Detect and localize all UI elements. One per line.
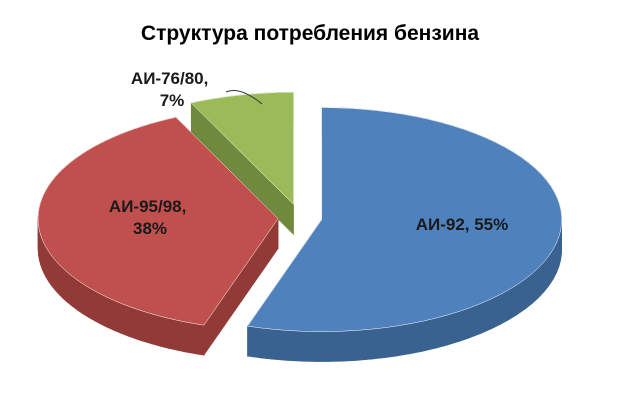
slice-side (58, 263, 64, 300)
slice-side (176, 319, 187, 353)
slice-side (106, 296, 115, 331)
slice-side (531, 267, 539, 305)
data-label: АИ-92, 55% (416, 215, 509, 234)
slice-side (51, 255, 56, 292)
slice-side (48, 250, 53, 288)
slice-top (247, 107, 562, 332)
slice (37, 116, 279, 357)
slice-side (128, 305, 137, 340)
slice-side (151, 313, 161, 347)
slice-side (88, 286, 95, 322)
slice (190, 92, 294, 236)
data-label: АИ-95/98, 38% (109, 197, 191, 238)
slice-side (247, 325, 262, 359)
slice-side (315, 331, 330, 362)
slice-side (422, 317, 436, 352)
slice-side (67, 271, 73, 307)
slice-top (190, 92, 294, 205)
slice-side (342, 330, 358, 362)
slice-side (62, 267, 68, 304)
leader-line (225, 90, 263, 105)
slice-side (434, 314, 448, 349)
slice-side (113, 299, 122, 334)
slice-side (517, 278, 526, 316)
slice-side (508, 283, 518, 321)
slice-side (273, 329, 289, 361)
slice-side (71, 275, 78, 311)
slice-side (43, 243, 47, 278)
slice-side (185, 321, 196, 355)
slice-side (94, 290, 102, 325)
slice-side (396, 323, 411, 357)
slice (247, 107, 562, 362)
slice-top (37, 117, 279, 326)
slice-side (458, 307, 471, 342)
slice-side (356, 328, 371, 361)
slice-side (469, 303, 481, 339)
slice-side (480, 298, 491, 335)
slice-side (82, 283, 89, 318)
slice-side (370, 327, 385, 360)
slice-side (77, 279, 84, 315)
slice-side (194, 323, 205, 356)
slice-side (287, 330, 302, 362)
slice-side (446, 311, 459, 346)
slice-side (54, 259, 60, 296)
slice-side (45, 246, 50, 283)
slice-side (159, 315, 169, 349)
slice-side (135, 308, 145, 342)
slice-side (499, 289, 510, 326)
slice-side (383, 325, 398, 359)
slice-side (328, 330, 344, 362)
slice-side (100, 293, 108, 328)
slice-side (409, 320, 424, 355)
slice-side (524, 272, 533, 310)
slice-side (260, 327, 275, 360)
data-label: АИ-76/80, 7% (131, 69, 213, 110)
slice-side (301, 330, 316, 362)
slice-side (168, 317, 178, 351)
slice-side (120, 302, 129, 337)
slice-side (490, 294, 501, 330)
slice-side (143, 311, 153, 345)
slice-side (538, 261, 545, 299)
chart-title: Структура потребления бензина (141, 22, 479, 45)
